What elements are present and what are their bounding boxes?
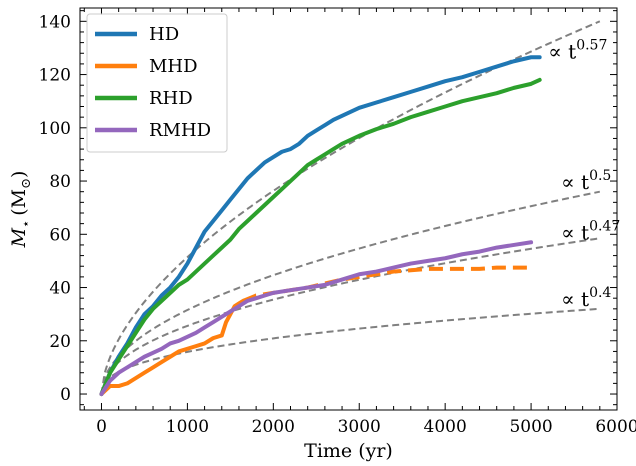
fit-annotation-text: ∝ t bbox=[561, 170, 589, 194]
y-tick-label: 80 bbox=[49, 172, 71, 192]
y-tick-label: 20 bbox=[49, 332, 71, 352]
legend-label-rhd: RHD bbox=[149, 88, 193, 109]
y-axis-label-unit: (M bbox=[8, 189, 30, 216]
legend-entries: HD MHD RHD RMHD bbox=[95, 24, 211, 141]
fit-annotation-text: ∝ t bbox=[561, 221, 589, 245]
x-tick-label: 3000 bbox=[338, 417, 381, 437]
x-axis-label: Time (yr) bbox=[304, 440, 393, 462]
y-tick-label: 120 bbox=[39, 66, 71, 86]
x-tick-label: 6000 bbox=[595, 417, 636, 437]
fit-annotation-exponent: 0.47 bbox=[589, 219, 620, 235]
y-tick-label: 140 bbox=[39, 12, 71, 32]
fit-annotation-text: ∝ t bbox=[548, 40, 576, 64]
legend-box bbox=[86, 13, 228, 153]
series-line-hd bbox=[99, 55, 542, 397]
x-tick-label: 2000 bbox=[252, 417, 295, 437]
y-tick-label: 100 bbox=[39, 119, 71, 139]
y-axis-label-unit-close: ) bbox=[8, 171, 30, 178]
fit-annotation-0.57: ∝ t0.57 bbox=[548, 38, 607, 64]
y-axis-label-unit-sub: ⊙ bbox=[19, 178, 34, 189]
fit-annotation-exponent: 0.4 bbox=[589, 285, 611, 301]
legend: HD MHD RHD RMHD bbox=[86, 13, 228, 153]
fit-annotation-0.47: ∝ t0.47 bbox=[561, 219, 620, 245]
legend-label-mhd: MHD bbox=[149, 56, 198, 77]
x-tick-label: 0 bbox=[96, 417, 107, 437]
fit-curve-0.57 bbox=[100, 20, 601, 395]
x-tick-label: 5000 bbox=[509, 417, 552, 437]
fit-curves bbox=[100, 20, 601, 395]
series-line-rhd bbox=[99, 77, 542, 397]
fit-annotation-exponent: 0.57 bbox=[576, 38, 607, 54]
y-axis-label-symbol: M bbox=[8, 227, 30, 248]
series-line-rmhd bbox=[99, 240, 534, 397]
fit-curve-0.5 bbox=[100, 190, 601, 395]
fit-curve-0.47 bbox=[100, 237, 600, 395]
legend-label-rmhd: RMHD bbox=[149, 120, 211, 141]
y-tick-label: 40 bbox=[49, 279, 71, 299]
fit-annotation-0.5: ∝ t0.5 bbox=[561, 168, 611, 194]
fit-annotation-0.4: ∝ t0.4 bbox=[561, 285, 611, 311]
fit-annotations: ∝ t0.57∝ t0.5∝ t0.47∝ t0.4 bbox=[548, 38, 620, 312]
y-axis-label-sub: ⋆ bbox=[19, 220, 34, 228]
series-line-mhd bbox=[99, 298, 246, 397]
fit-annotation-text: ∝ t bbox=[561, 287, 589, 311]
x-tick-label: 1000 bbox=[166, 417, 209, 437]
plot-frame bbox=[79, 7, 618, 411]
axis-ticks: 0 1000 2000 3000 4000 5000 6000 0 20 40 60 80 100 120… bbox=[39, 8, 636, 437]
y-axis-label: M⋆ (M⊙) bbox=[8, 171, 34, 249]
data-series bbox=[99, 55, 542, 397]
fit-curve-0.4 bbox=[100, 307, 600, 395]
y-tick-label: 0 bbox=[60, 385, 71, 405]
fit-annotation-exponent: 0.5 bbox=[589, 168, 611, 184]
y-tick-label: 60 bbox=[49, 225, 71, 245]
x-tick-label: 4000 bbox=[424, 417, 467, 437]
legend-label-hd: HD bbox=[149, 24, 179, 45]
